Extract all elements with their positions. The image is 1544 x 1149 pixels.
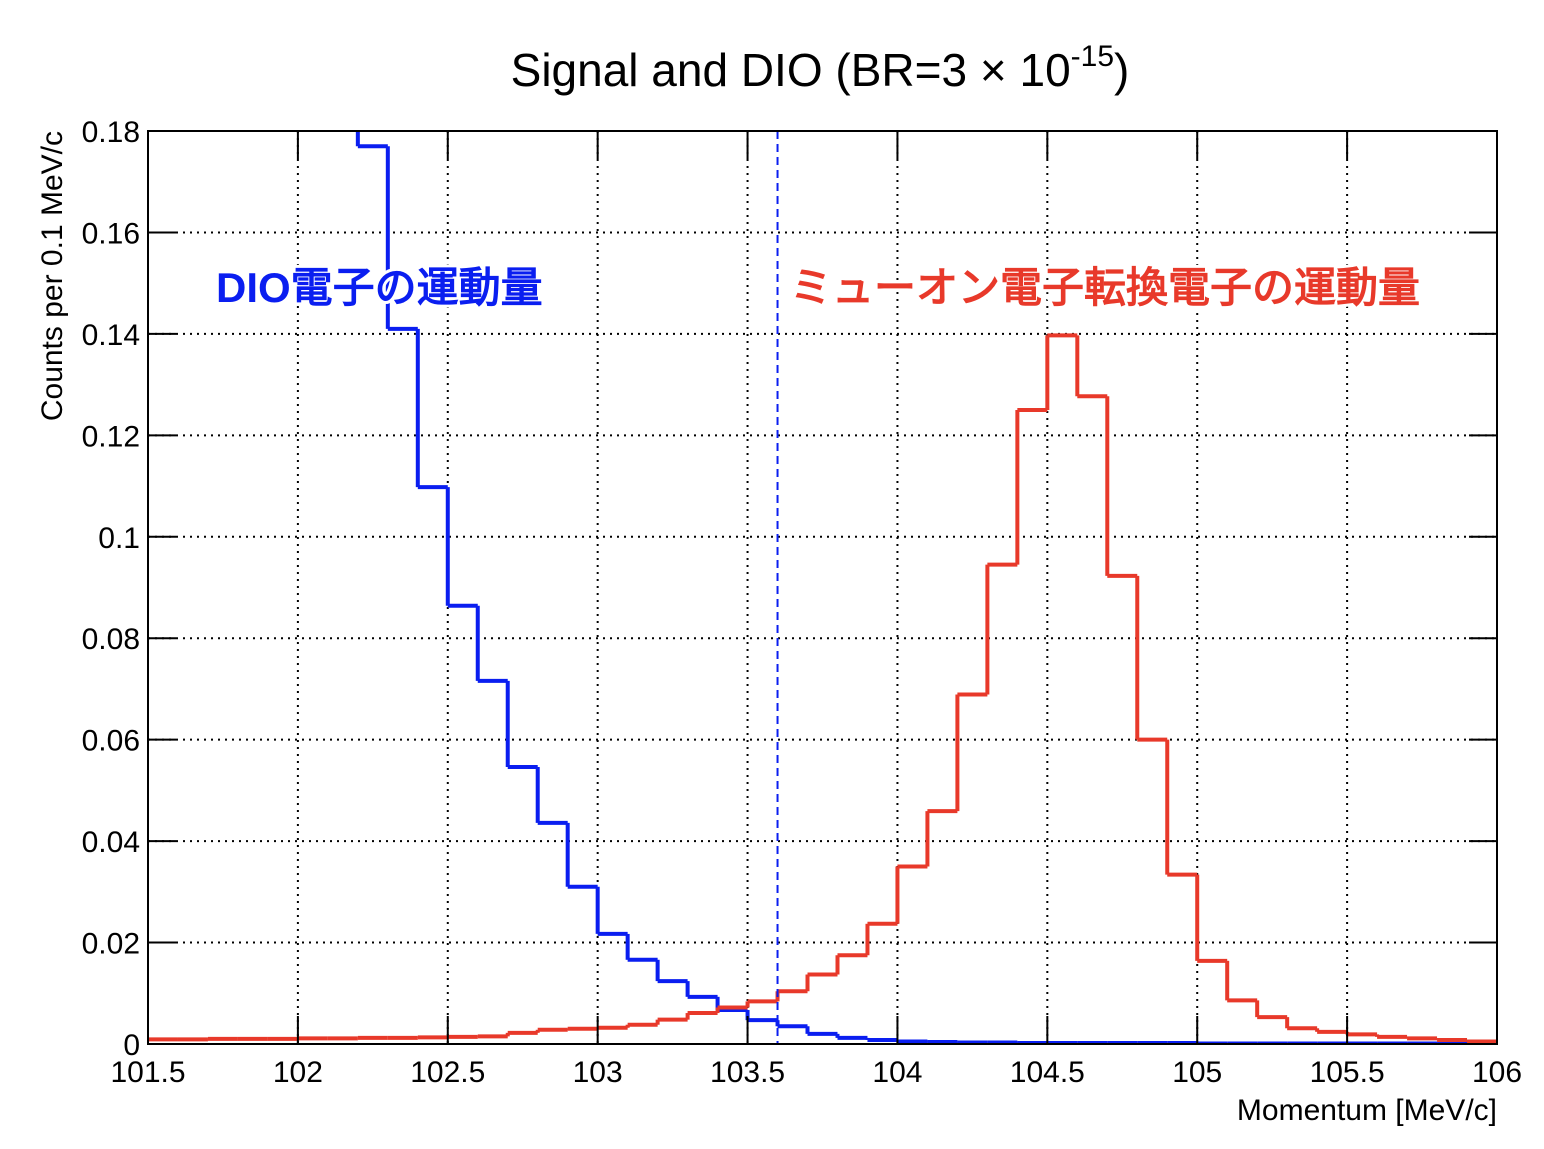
x-tick-label: 104.5 [1010,1056,1085,1089]
y-tick-label: 0.04 [82,826,140,859]
y-tick-label: 0.12 [82,420,140,453]
y-tick-label: 0.14 [82,319,140,352]
x-axis-label: Momentum [MeV/c] [1237,1094,1497,1127]
x-tick-label: 102.5 [410,1056,485,1089]
plot-area [148,131,1497,1044]
x-tick-label: 103.5 [710,1056,785,1089]
annotation: ミューオン電子転換電子の運動量 [790,264,1420,311]
y-tick-label: 0.18 [82,116,140,149]
y-axis-label: Counts per 0.1 MeV/c [36,131,69,421]
x-tick-label: 106 [1472,1056,1522,1089]
title-suffix: ) [1114,44,1129,96]
ticks: 0 0.02 0.04 0.06 0.08 0.1 0.12 0.14 0.16 0.18 101.… [82,116,1522,1089]
y-tick-label: 0.1 [98,522,140,555]
y-tick-label: 0 [123,1029,140,1062]
y-tick-label: 0.08 [82,623,140,656]
x-tick-label: 103 [573,1056,623,1089]
x-tick-label: 101.5 [110,1056,185,1089]
annotation: DIO電子の運動量 [216,264,543,311]
title-superscript: -15 [1071,40,1114,73]
title-main: Signal and DIO (BR=3 × 10 [511,44,1071,96]
x-tick-label: 102 [273,1056,323,1089]
chart-title: Signal and DIO (BR=3 × 10-15) [511,40,1130,96]
y-tick-label: 0.02 [82,928,140,961]
x-tick-label: 104 [872,1056,922,1089]
y-tick-label: 0.06 [82,725,140,758]
x-tick-label: 105.5 [1310,1056,1385,1089]
plot-frame [147,130,1498,1045]
x-tick-label: 105 [1172,1056,1222,1089]
y-tick-label: 0.16 [82,217,140,250]
